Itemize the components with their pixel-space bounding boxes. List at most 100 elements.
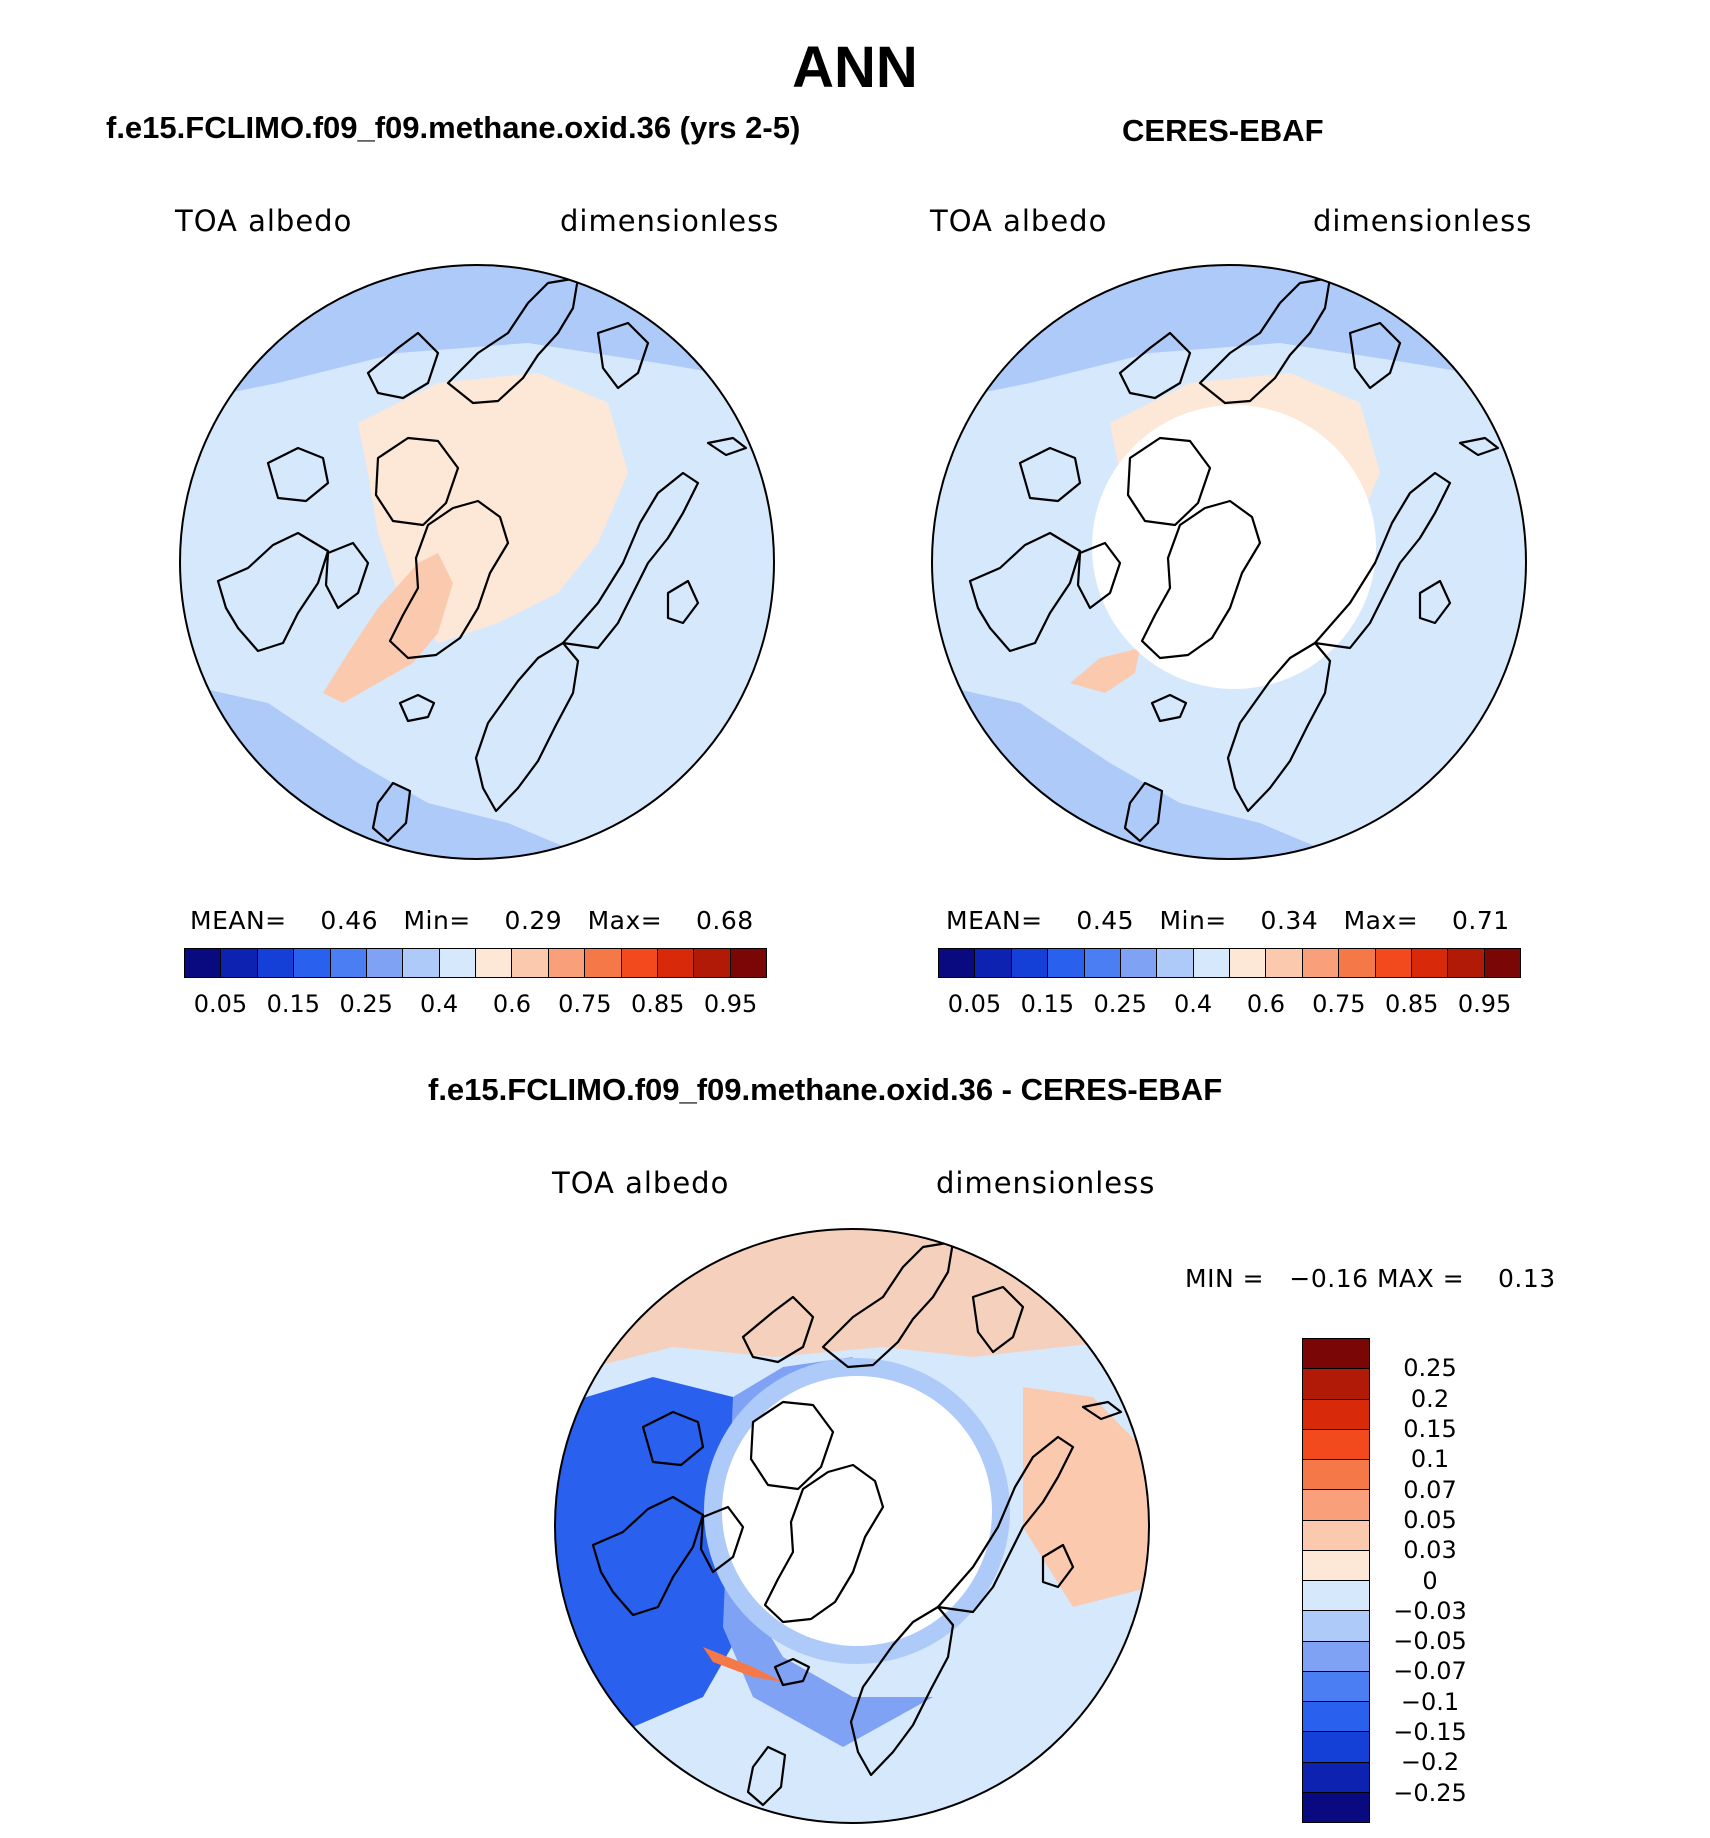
coastline	[763, 1463, 885, 1624]
colorbar-swatch	[1303, 1429, 1369, 1460]
diff-stats: MIN = −0.16 MAX = 0.13	[1185, 1264, 1556, 1293]
coastline	[773, 1657, 811, 1687]
coastline	[1126, 436, 1212, 527]
min-value: 0.29	[504, 906, 563, 935]
colorbar-swatch	[439, 949, 476, 977]
obs-colorbar-ticks: 0.05 0.15 0.25 0.4 0.6 0.75 0.85 0.95	[938, 990, 1521, 1020]
colorbar-swatch	[548, 949, 586, 977]
coastline	[371, 781, 412, 843]
colorbar-swatch	[1303, 1520, 1369, 1551]
colorbar-tick-label: 0.85	[1384, 990, 1439, 1018]
coastline	[388, 499, 510, 660]
coastline	[706, 436, 748, 457]
diff-colorbar-ticks: 0.25 0.2 0.15 0.1 0.07 0.05 0.03 0 −0.03 −0.05 −0.…	[1378, 1338, 1498, 1823]
coastline	[561, 471, 700, 650]
missing-data-cap	[1092, 405, 1376, 689]
anomaly-ring	[704, 1358, 1010, 1664]
map-boundary	[179, 264, 775, 860]
min-value: 0.34	[1260, 906, 1319, 935]
colorbar-swatch	[975, 949, 1012, 977]
coastline	[1226, 641, 1332, 813]
colorbar-tick-label: −0.05	[1393, 1627, 1467, 1656]
coastline	[1041, 1543, 1075, 1589]
positive-anomaly-region	[1023, 1387, 1149, 1607]
colorbar-tick-label: 0.4	[419, 990, 459, 1018]
colorbar-swatch	[585, 949, 622, 977]
mean-value: 0.45	[1076, 906, 1135, 935]
colorbar-swatch	[621, 949, 658, 977]
coastline	[1348, 321, 1402, 390]
colorbar-tick-label: 0.6	[492, 990, 532, 1018]
greenland-high-albedo	[323, 553, 453, 703]
colorbar-swatch	[1303, 1460, 1369, 1491]
coastline	[968, 531, 1082, 653]
colorbar-swatch	[512, 949, 549, 977]
diff-colorbar	[1302, 1338, 1370, 1823]
colorbar-tick-label: −0.15	[1393, 1718, 1467, 1747]
colorbar-swatch	[1484, 949, 1520, 977]
figure-title: ANN	[792, 35, 918, 100]
colorbar-swatch	[1303, 1369, 1369, 1400]
greenland-high-albedo	[1070, 648, 1140, 693]
coastline	[266, 446, 330, 503]
colorbar-tick-label: 0.2	[1410, 1384, 1450, 1413]
colorbar-swatch	[1011, 949, 1049, 977]
min-value: −0.16	[1289, 1264, 1369, 1293]
coastline	[1076, 541, 1122, 610]
colorbar-tick-label: 0.75	[558, 990, 612, 1018]
model-panel-title: f.e15.FCLIMO.f09_f09.methane.oxid.36 (yr…	[106, 110, 801, 145]
coastline	[1123, 781, 1164, 843]
colorbar-swatch	[330, 949, 367, 977]
colorbar-swatch	[1193, 949, 1230, 977]
missing-data-cap	[722, 1376, 992, 1646]
colorbar-tick-label: 0.03	[1403, 1536, 1457, 1565]
negative-anomaly-region	[555, 1377, 743, 1727]
colorbar-tick-label: 0.25	[1403, 1354, 1457, 1383]
colorbar-swatch	[694, 949, 731, 977]
colorbar-swatch	[1230, 949, 1267, 977]
mean-label: MEAN=	[946, 906, 1043, 935]
coastlines	[968, 276, 1500, 843]
coastline	[366, 331, 440, 400]
model-stats: MEAN= 0.46 Min= 0.29 Max= 0.68	[190, 906, 754, 935]
max-label: Max=	[1343, 906, 1419, 935]
coastline	[591, 1495, 705, 1617]
coastline	[596, 321, 650, 390]
colorbar-tick-label: 0	[1422, 1566, 1438, 1595]
colorbar-tick-label: 0.6	[1246, 990, 1286, 1018]
obs-units-label: dimensionless	[1313, 204, 1533, 238]
colorbar-swatch	[1303, 1339, 1369, 1370]
coastline	[1081, 1400, 1123, 1421]
max-value: 0.68	[696, 906, 754, 935]
colorbar-swatch	[1302, 949, 1340, 977]
colorbar-swatch	[1303, 1671, 1369, 1702]
coastline	[849, 1605, 955, 1777]
coastline	[936, 1435, 1075, 1614]
map-field	[555, 1229, 1149, 1823]
colorbar-swatch	[1157, 949, 1194, 977]
max-value: 0.71	[1452, 906, 1510, 935]
model-colorbar-ticks: 0.05 0.15 0.25 0.4 0.6 0.75 0.85 0.95	[184, 990, 767, 1020]
coastline	[1118, 331, 1192, 400]
colorbar-swatch	[1303, 1702, 1369, 1733]
map-boundary	[554, 1228, 1150, 1824]
map-field	[180, 265, 774, 859]
model-polar-map	[179, 264, 775, 860]
coastlines	[216, 276, 748, 843]
obs-variable-label: TOA albedo	[930, 204, 1108, 238]
colorbar-tick-label: 0.05	[1403, 1505, 1457, 1534]
coastlines	[591, 1240, 1123, 1807]
coastline	[1458, 436, 1500, 457]
min-label: MIN =	[1185, 1264, 1265, 1293]
coastline	[641, 1410, 705, 1467]
colorbar-swatch	[1084, 949, 1121, 977]
colorbar-tick-label: 0.1	[1410, 1445, 1450, 1474]
model-variable-label: TOA albedo	[175, 204, 353, 238]
obs-polar-map	[931, 264, 1527, 860]
colorbar-swatch	[221, 949, 258, 977]
colorbar-tick-label: 0.15	[1403, 1414, 1457, 1443]
map-field	[932, 265, 1526, 859]
obs-panel-title: CERES-EBAF	[1122, 113, 1324, 148]
min-label: Min=	[403, 906, 471, 935]
map-boundary	[931, 264, 1527, 860]
